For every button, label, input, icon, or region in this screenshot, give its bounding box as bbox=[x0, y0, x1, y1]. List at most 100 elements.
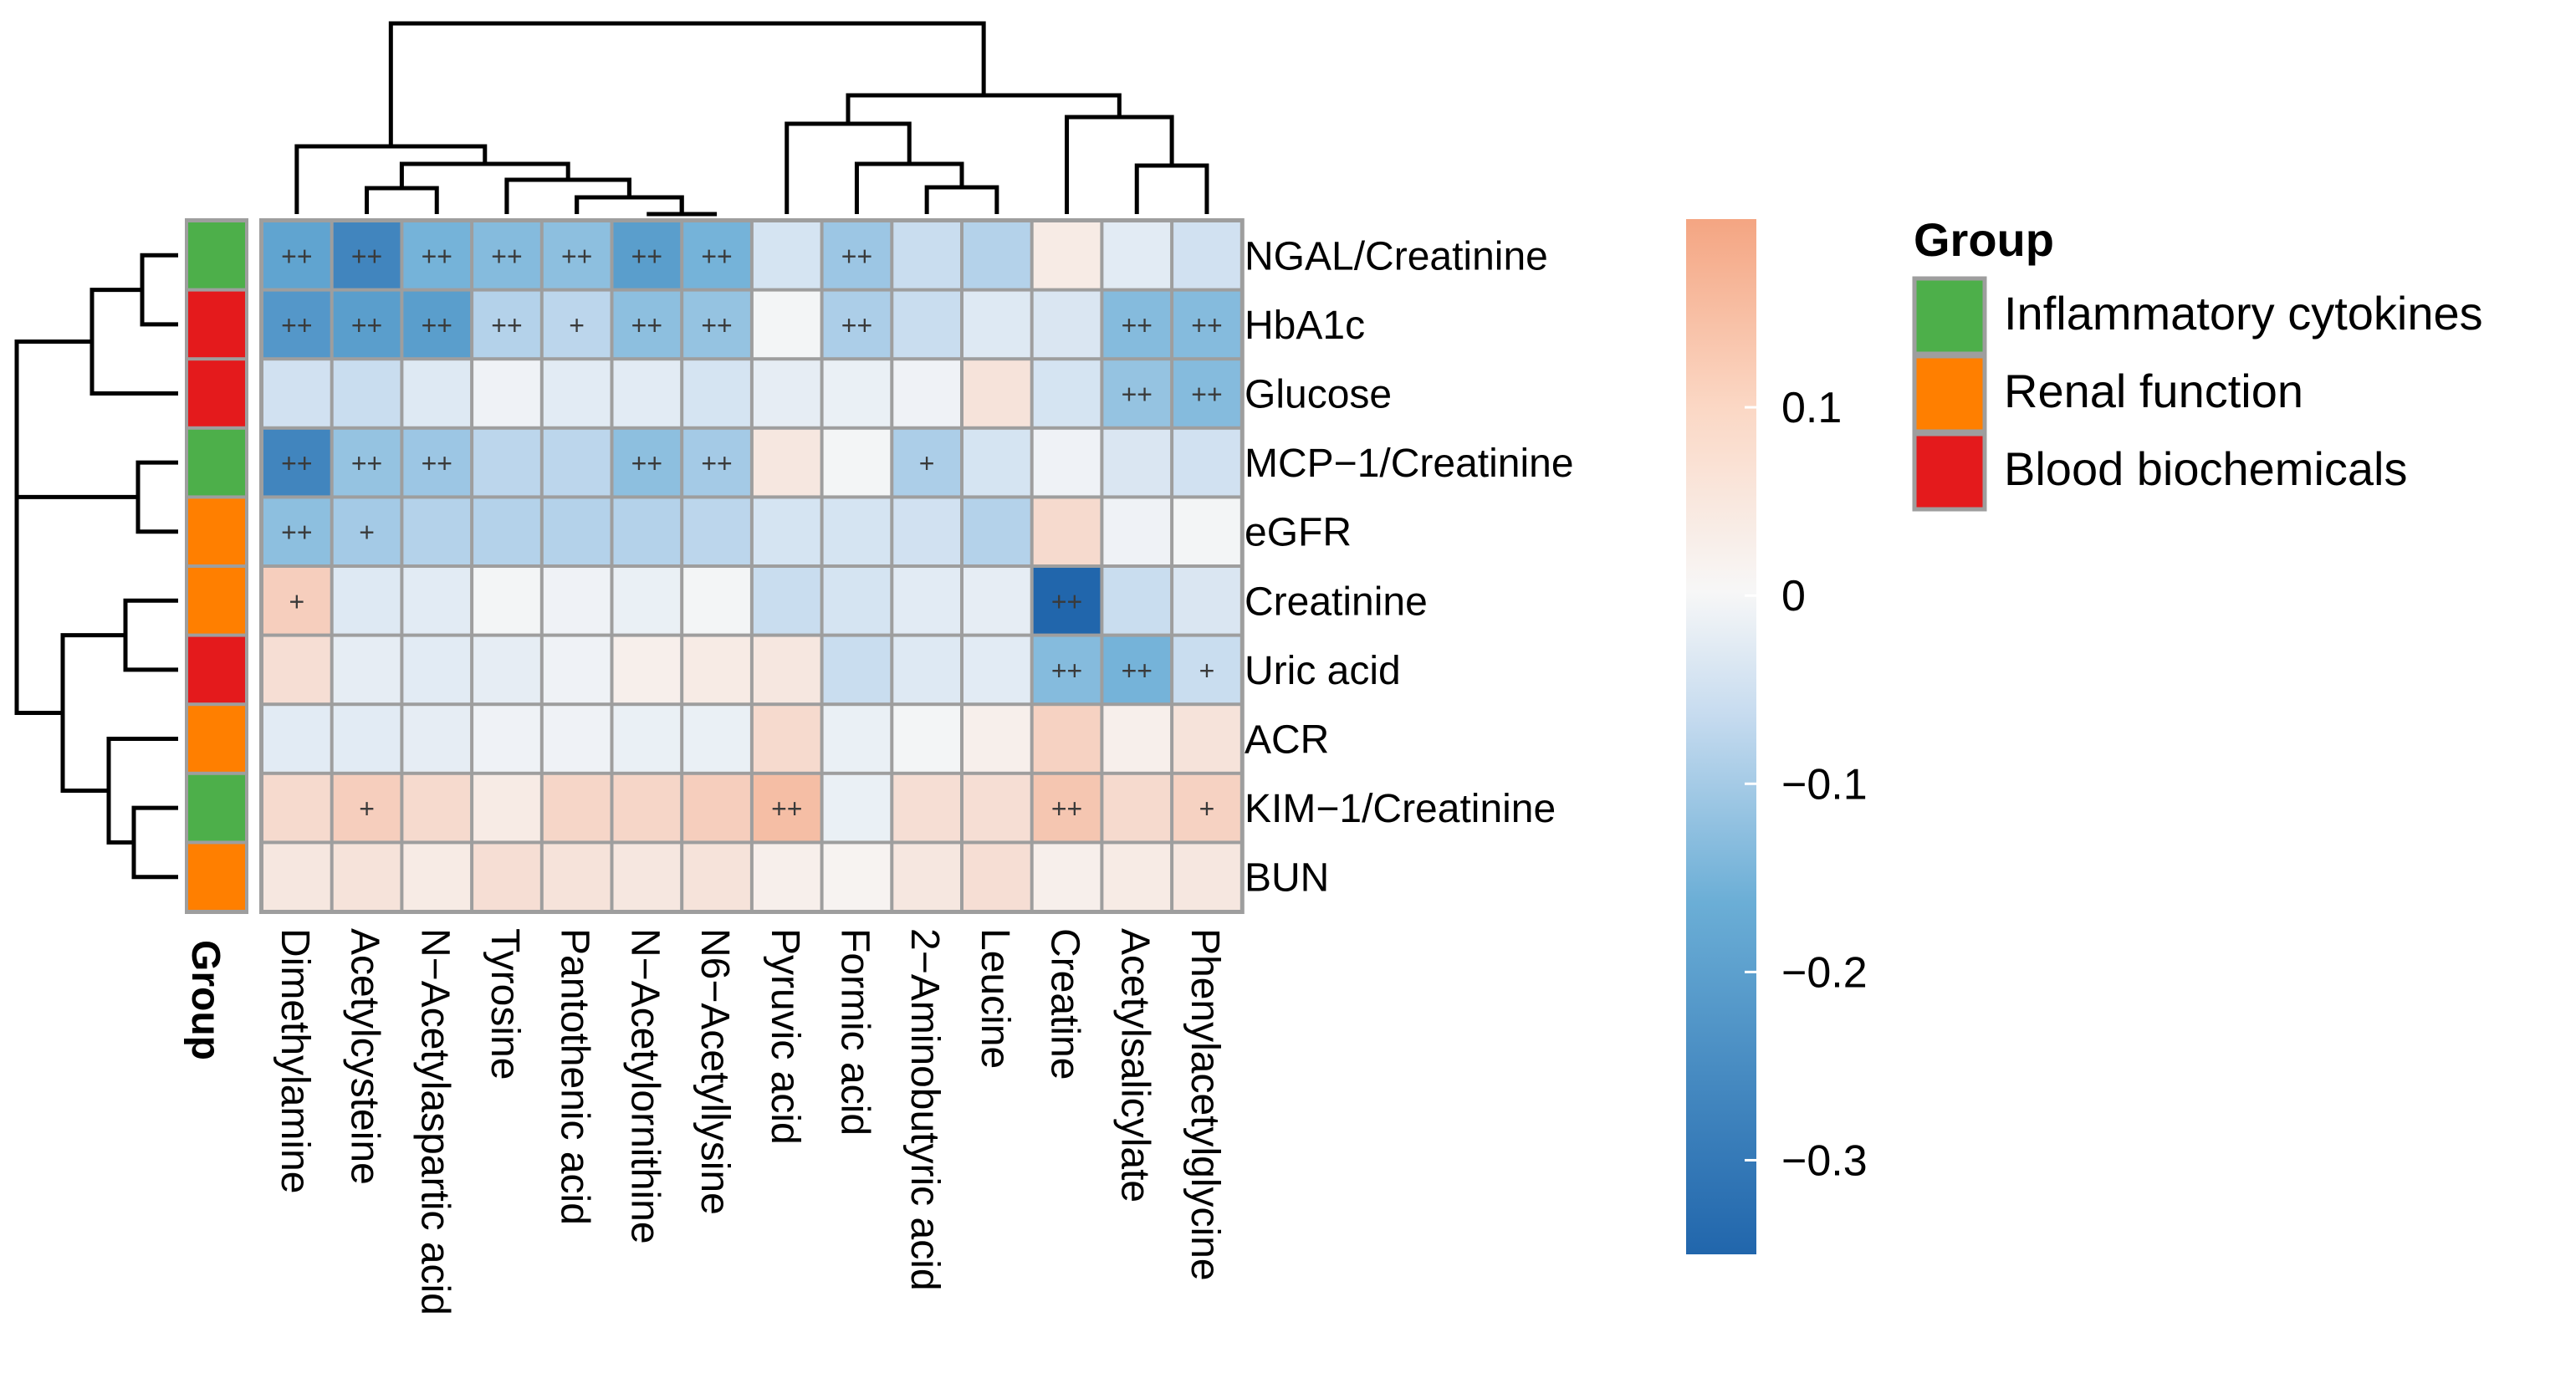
significance-mark: ++ bbox=[1051, 586, 1082, 616]
heatmap-cell bbox=[1173, 291, 1240, 358]
heatmap-cell bbox=[333, 360, 401, 426]
heatmap-cell bbox=[1103, 706, 1171, 772]
colorbar-ticks: 0.1 0 −0.1 −0.2 −0.3 bbox=[1745, 384, 1868, 1185]
heatmap-cell bbox=[963, 844, 1030, 910]
dendrogram-branch bbox=[14, 340, 138, 499]
heatmap-cell bbox=[613, 636, 681, 703]
heatmap-cell bbox=[963, 774, 1030, 841]
heatmap-cell bbox=[753, 636, 820, 703]
significance-mark: ++ bbox=[491, 241, 522, 271]
heatmap-cell bbox=[823, 429, 891, 496]
heatmap-cell bbox=[1173, 844, 1240, 910]
significance-mark: ++ bbox=[351, 310, 382, 340]
group-legend: Group Inflammatory cytokines Renal functi… bbox=[1912, 213, 2483, 512]
significance-mark: ++ bbox=[701, 241, 732, 271]
significance-mark: ++ bbox=[351, 241, 382, 271]
column-label: 2−Aminobutyric acid bbox=[902, 928, 947, 1291]
significance-mark: ++ bbox=[351, 448, 382, 478]
column-labels: Dimethylamine Acetylcysteine N−Acetylaspar… bbox=[273, 928, 1227, 1315]
significance-mark: + bbox=[1199, 794, 1215, 824]
group-cell bbox=[188, 291, 245, 358]
row-label: Uric acid bbox=[1245, 649, 1401, 693]
row-label: eGFR bbox=[1245, 511, 1352, 555]
heatmap-cell bbox=[473, 291, 540, 358]
heatmap-cell bbox=[473, 498, 540, 564]
column-label: Leucine bbox=[973, 928, 1017, 1069]
dendrogram-branch bbox=[785, 121, 912, 214]
heatmap-cell bbox=[613, 360, 681, 426]
row-label: MCP−1/Creatinine bbox=[1245, 442, 1574, 486]
heatmap-cell bbox=[1033, 568, 1101, 634]
significance-mark: ++ bbox=[1051, 794, 1082, 824]
heatmap-cell bbox=[683, 774, 750, 841]
heatmap-cell bbox=[753, 706, 820, 772]
significance-mark: + bbox=[359, 518, 375, 548]
heatmap-cells bbox=[259, 218, 1245, 914]
heatmap-cell bbox=[1103, 498, 1171, 564]
significance-mark: ++ bbox=[281, 448, 312, 478]
colorbar bbox=[1686, 219, 1756, 1254]
heatmap-cell bbox=[963, 360, 1030, 426]
column-label: Pyruvic acid bbox=[763, 928, 807, 1145]
heatmap-cell bbox=[1173, 498, 1240, 564]
heatmap-cell bbox=[263, 222, 330, 288]
dendrogram-branch bbox=[575, 195, 684, 214]
heatmap-cell bbox=[263, 844, 330, 910]
heatmap-cell bbox=[1173, 360, 1240, 426]
group-cell bbox=[188, 429, 245, 496]
legend-label: Renal function bbox=[2004, 365, 2303, 417]
heatmap-cell bbox=[263, 706, 330, 772]
column-label: N−Acetylaspartic acid bbox=[412, 928, 457, 1315]
significance-mark: ++ bbox=[561, 241, 592, 271]
dendrogram-branch bbox=[846, 93, 1122, 124]
dendrogram-branch bbox=[365, 186, 439, 214]
group-cell bbox=[188, 568, 245, 634]
colorbar-tick-label: −0.1 bbox=[1781, 760, 1868, 809]
heatmap-cell bbox=[473, 429, 540, 496]
heatmap-cell bbox=[263, 498, 330, 564]
heatmap-cell bbox=[1033, 636, 1101, 703]
heatmap-cell bbox=[333, 568, 401, 634]
heatmap-cell bbox=[963, 291, 1030, 358]
heatmap-cell bbox=[893, 636, 960, 703]
heatmap-cell bbox=[753, 844, 820, 910]
heatmap-cell bbox=[963, 222, 1030, 288]
significance-mark: ++ bbox=[631, 310, 662, 340]
legend-swatch bbox=[1912, 276, 1987, 356]
significance-mark: ++ bbox=[422, 310, 452, 340]
row-label: Glucose bbox=[1245, 373, 1392, 417]
heatmap-cell bbox=[403, 844, 471, 910]
heatmap-cell bbox=[333, 291, 401, 358]
heatmap-cell bbox=[753, 222, 820, 288]
heatmap-cell bbox=[613, 498, 681, 564]
group-cell bbox=[188, 498, 245, 564]
group-cell bbox=[188, 774, 245, 841]
heatmap-cell bbox=[963, 636, 1030, 703]
heatmap-cell bbox=[823, 222, 891, 288]
heatmap-cell bbox=[683, 568, 750, 634]
significance-mark: ++ bbox=[1051, 656, 1082, 686]
dendrogram-branch bbox=[14, 419, 63, 716]
heatmap-cell bbox=[1033, 498, 1101, 564]
row-label: HbA1c bbox=[1245, 304, 1365, 348]
dendrogram-branch bbox=[388, 21, 986, 146]
significance-mark: ++ bbox=[1122, 380, 1153, 410]
heatmap-cell bbox=[403, 429, 471, 496]
heatmap-cell bbox=[543, 360, 611, 426]
heatmap-cell bbox=[893, 291, 960, 358]
heatmap-cell bbox=[893, 844, 960, 910]
heatmap-cell bbox=[823, 774, 891, 841]
heatmap-cell bbox=[333, 429, 401, 496]
heatmap-cell bbox=[543, 844, 611, 910]
group-cell bbox=[188, 360, 245, 426]
dendrogram-branch bbox=[106, 737, 178, 845]
row-label: Creatinine bbox=[1245, 580, 1428, 624]
column-label: Creatine bbox=[1043, 928, 1087, 1080]
heatmap-cell bbox=[1173, 774, 1240, 841]
significance-mark: ++ bbox=[841, 241, 872, 271]
heatmap-cell bbox=[543, 291, 611, 358]
heatmap-cell bbox=[263, 636, 330, 703]
heatmap-cell bbox=[1033, 222, 1101, 288]
column-label: N−Acetylornithine bbox=[622, 928, 667, 1244]
column-label: Acetylsalicylate bbox=[1112, 928, 1157, 1202]
